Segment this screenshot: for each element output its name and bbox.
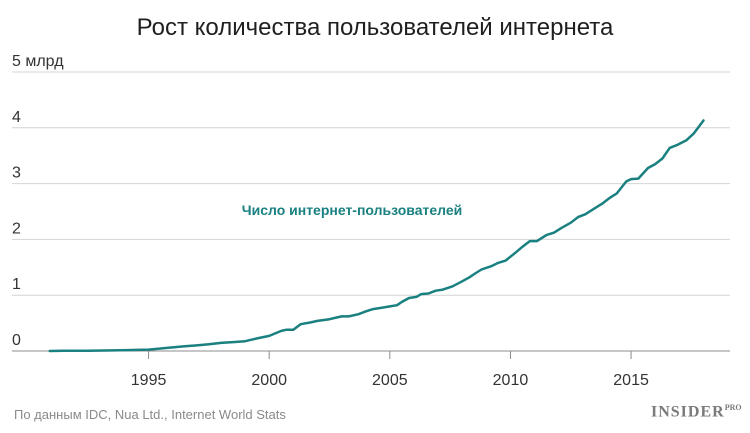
- x-tick-label: 1995: [131, 372, 167, 389]
- x-tick-label: 2010: [493, 372, 529, 389]
- x-tick-label: 2000: [251, 372, 287, 389]
- y-tick-label: 5 млрд: [12, 53, 64, 70]
- chart-title: Рост количества пользователей интернета: [136, 14, 614, 41]
- y-tick-label: 3: [12, 165, 21, 182]
- brand-name: INSIDER: [651, 403, 725, 421]
- y-axis-ticks: 0 1 2 3 4 5 млрд: [12, 53, 64, 349]
- series-line-internet-users: [48, 119, 705, 353]
- y-tick-label: 2: [12, 220, 21, 237]
- y-tick-label: 1: [12, 276, 21, 293]
- y-tick-label: 4: [12, 109, 21, 126]
- x-tick-label: 2005: [372, 372, 408, 389]
- source-note: По данным IDC, Nua Ltd., Internet World …: [14, 407, 286, 422]
- series-annotation: Число интернет-пользователей: [242, 202, 463, 218]
- y-tick-label: 0: [12, 332, 21, 349]
- brand-logo: INSIDERPRO: [651, 403, 742, 421]
- x-axis-ticks: 1995 2000 2005 2010 2015: [131, 351, 649, 389]
- brand-suffix: PRO: [724, 403, 742, 412]
- x-tick-label: 2015: [613, 372, 649, 389]
